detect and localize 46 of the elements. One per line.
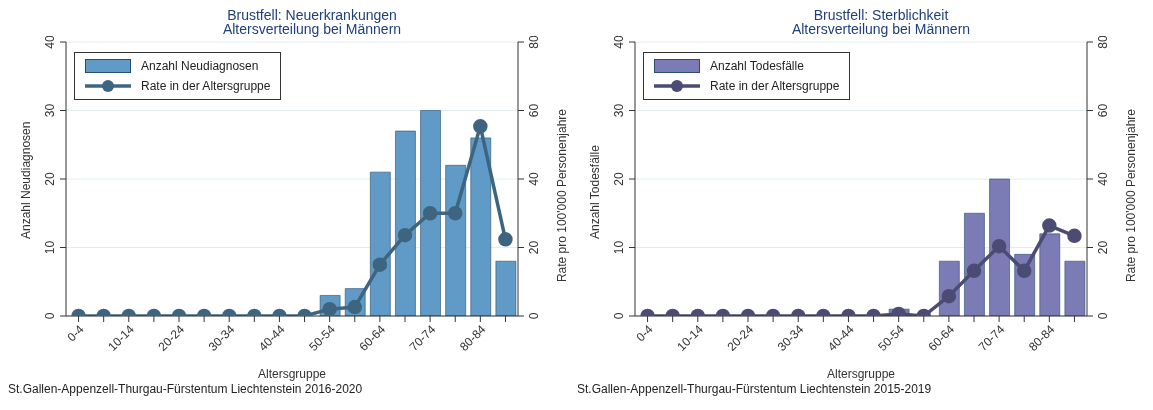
chart-title: Brustfell: Neuerkrankungen bbox=[227, 7, 398, 23]
bar bbox=[470, 137, 492, 316]
x-tick-label: 0-4 bbox=[633, 322, 656, 345]
x-axis-title: Altersgruppe bbox=[257, 367, 327, 381]
y-axis-title: Anzahl Todesfälle bbox=[588, 144, 603, 239]
y2-axis-title: Rate pro 100'000 Personenjahre bbox=[1124, 108, 1139, 283]
y-tick-label: 20 bbox=[43, 172, 57, 186]
bar bbox=[1064, 260, 1086, 316]
bar bbox=[395, 130, 416, 316]
legend-label: Rate in der Altersgruppe bbox=[710, 78, 840, 95]
x-axis-title: Altersgruppe bbox=[826, 367, 896, 381]
x-tick-label: 0-4 bbox=[64, 322, 87, 345]
y2-axis-title: Rate pro 100'000 Personenjahre bbox=[555, 108, 570, 283]
text: St.Gallen-Appenzell-Thurgau-Fürstentum Liechtenstein 2016-2020 bbox=[8, 382, 364, 396]
y2-tick-label: 80 bbox=[527, 35, 541, 49]
bar bbox=[370, 171, 391, 316]
y-tick-label: 0 bbox=[612, 312, 626, 320]
bar bbox=[1039, 233, 1061, 316]
chart-subtitle: Altersverteilung bei Männern bbox=[790, 21, 972, 37]
y2-tick-label: 40 bbox=[527, 172, 541, 186]
y2-tick-label: 60 bbox=[527, 103, 541, 118]
y-tick-label: 10 bbox=[612, 240, 626, 255]
y2-tick-label: 40 bbox=[1096, 172, 1110, 186]
y2-tick-label: 0 bbox=[527, 312, 541, 320]
bar bbox=[495, 260, 517, 316]
legend-label: Anzahl Neudiagnosen bbox=[141, 58, 259, 75]
bar bbox=[989, 178, 1010, 316]
y2-tick-label: 20 bbox=[1096, 240, 1110, 255]
y2-tick-label: 80 bbox=[1096, 35, 1110, 49]
y-tick-label: 30 bbox=[612, 103, 626, 118]
y2-tick-label: 0 bbox=[1096, 312, 1110, 320]
chart-title: Brustfell: Sterblichkeit bbox=[812, 7, 950, 23]
y-tick-label: 10 bbox=[43, 240, 57, 255]
y-tick-label: 40 bbox=[43, 35, 57, 49]
legend-label: Rate in der Altersgruppe bbox=[141, 78, 271, 95]
y-tick-label: 20 bbox=[612, 172, 626, 186]
y-axis-title: Anzahl Neudiagnosen bbox=[19, 121, 34, 239]
y2-tick-label: 60 bbox=[1096, 103, 1110, 118]
y-tick-label: 30 bbox=[43, 103, 57, 118]
y2-tick-label: 20 bbox=[527, 240, 541, 255]
y-tick-label: 0 bbox=[43, 312, 57, 320]
bar bbox=[420, 110, 441, 316]
text: St.Gallen-Appenzell-Thurgau-Fürstentum Liechtenstein 2015-2019 bbox=[577, 382, 933, 396]
y-tick-label: 40 bbox=[612, 35, 626, 49]
legend-label: Anzahl Todesfälle bbox=[710, 58, 804, 75]
bar bbox=[445, 165, 466, 316]
